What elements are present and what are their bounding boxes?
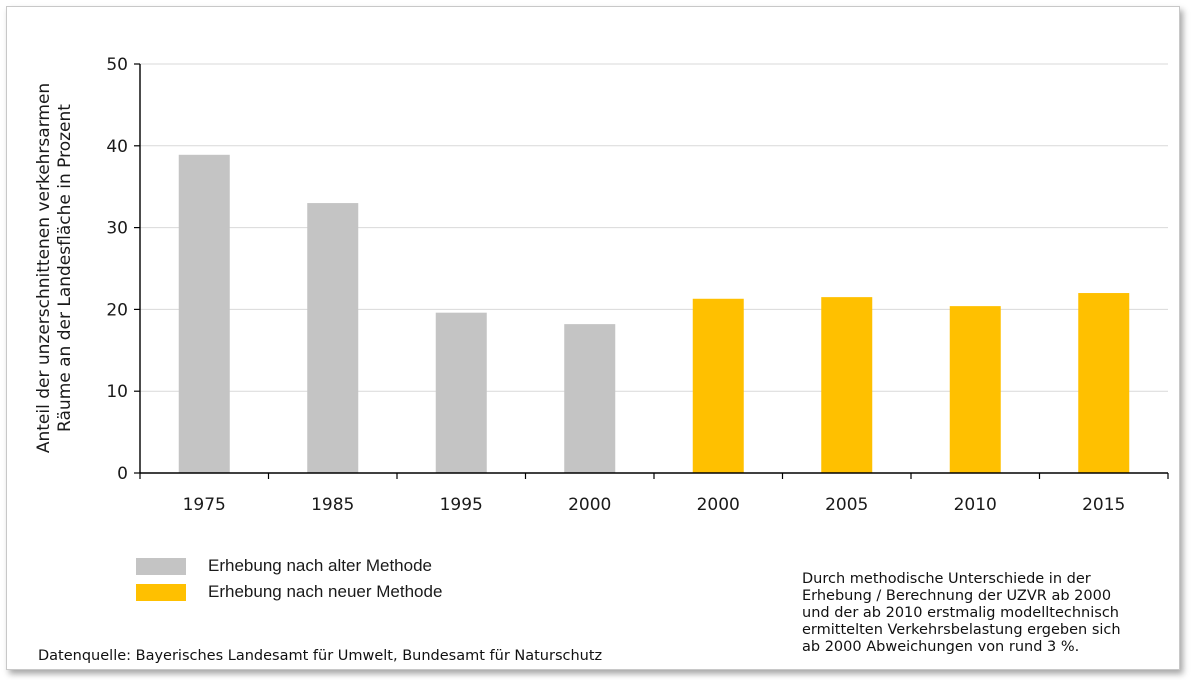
- legend-label-new: Erhebung nach neuer Methode: [208, 582, 443, 601]
- x-tick-label: 1985: [311, 495, 354, 515]
- bar-2015-new: [1078, 293, 1130, 473]
- bar-2000-old: [564, 324, 616, 473]
- gridlines: [140, 63, 1168, 392]
- bar-1975-old: [178, 154, 230, 473]
- bars: [178, 154, 1130, 473]
- bar-1985-old: [307, 203, 359, 473]
- axes: [134, 63, 1169, 479]
- y-axis-title-line1: Anteil der unzerschnittenen verkehrsarme…: [34, 83, 54, 453]
- legend-item-old: Erhebung nach alter Methode: [136, 553, 442, 579]
- y-tick-label: 20: [106, 300, 128, 320]
- y-tick-labels: 0 10 20 30 40 50: [106, 55, 128, 484]
- x-tick-label: 2005: [825, 495, 868, 515]
- data-source: Datenquelle: Bayerisches Landesamt für U…: [38, 648, 603, 664]
- x-tick-label: 2015: [1082, 495, 1125, 515]
- y-tick-label: 50: [106, 55, 128, 75]
- method-note: Durch methodische Unterschiede in der Er…: [802, 571, 1121, 655]
- legend-swatch-old: [136, 557, 186, 575]
- y-tick-label: 10: [106, 382, 128, 402]
- x-tick-label: 1995: [440, 495, 483, 515]
- x-tick-label: 2000: [697, 495, 740, 515]
- x-tick-label: 2000: [568, 495, 611, 515]
- x-tick-label: 1975: [183, 495, 226, 515]
- bar-1995-old: [435, 312, 487, 473]
- bar-2010-new: [949, 306, 1001, 473]
- bar-2005-new: [821, 297, 873, 473]
- legend: Erhebung nach alter Methode Erhebung nac…: [136, 553, 442, 605]
- legend-swatch-new: [136, 583, 186, 601]
- bar-2000-new: [692, 298, 744, 473]
- y-tick-label: 30: [106, 219, 128, 239]
- y-tick-label: 0: [117, 464, 128, 484]
- y-tick-label: 40: [106, 137, 128, 157]
- y-axis-title-line2: Räume an der Landesfläche in Prozent: [55, 104, 75, 432]
- x-tick-label: 2010: [954, 495, 997, 515]
- x-tick-labels: 1975 1985 1995 2000 2000 2005 2010 2015: [183, 495, 1126, 515]
- legend-item-new: Erhebung nach neuer Methode: [136, 579, 442, 605]
- legend-label-old: Erhebung nach alter Methode: [208, 556, 432, 575]
